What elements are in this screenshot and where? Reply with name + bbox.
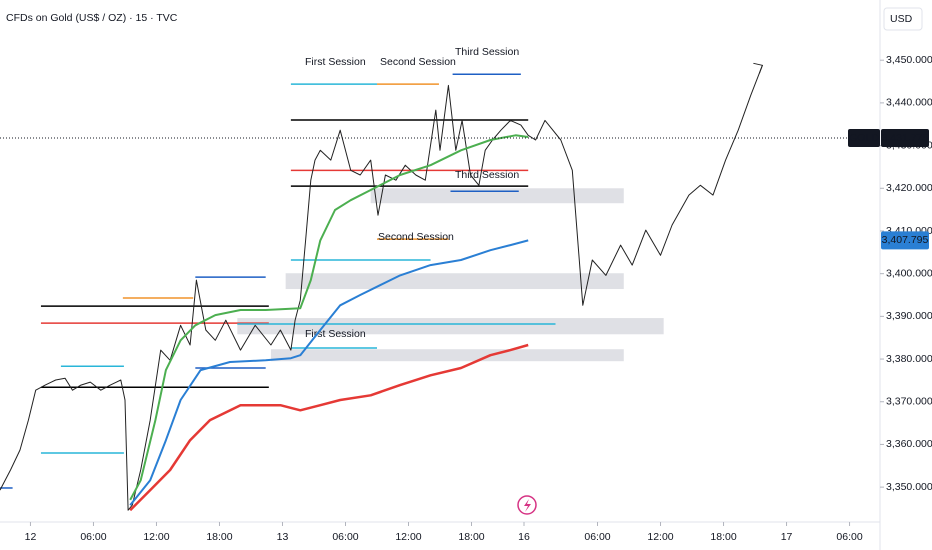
x-tick-label: 18:00 [206,531,232,543]
price-line [129,134,529,501]
y-tick-label: 3,360.000 [886,438,932,450]
y-tick-label: 3,350.000 [886,481,932,493]
icon-bolt[interactable] [524,499,531,512]
annotation: Second Session [378,231,454,243]
annotation: Third Session [455,169,519,181]
x-tick-label: 18:00 [710,531,736,543]
zone [285,273,624,290]
price-label: 3,431.775 [882,132,929,144]
annotation: Second Session [380,56,456,68]
y-tick-label: 3,390.000 [886,310,932,322]
x-tick-label: 16 [518,531,530,543]
price-tag [881,231,929,250]
x-tick-label: 06:00 [80,531,106,543]
x-tick-label: 17 [781,531,793,543]
zone [237,318,664,335]
arrow-head [753,62,764,74]
annotation: First Session [305,56,366,68]
y-tick-label: 3,450.000 [886,54,932,66]
currency-button[interactable] [883,7,923,31]
x-tick-label: 06:00 [332,531,358,543]
chart-title: CFDs on Gold (US$ / OZ) · 15 · TVC [6,12,178,24]
y-tick-label: 3,440.000 [886,97,932,109]
price-line [129,239,529,506]
x-tick-label: 12:00 [143,531,169,543]
symbol-tag [848,129,880,148]
x-tick-label: 12 [25,531,37,543]
annotation: Third Session [455,46,519,58]
lightning-icon[interactable] [517,495,537,515]
price-label: 3,407.795 [882,234,929,246]
y-tick-label: 3,400.000 [886,267,932,279]
y-tick-label: 3,420.000 [886,182,932,194]
x-tick-label: 12:00 [395,531,421,543]
x-tick-label: 13 [277,531,289,543]
x-tick-label: 12:00 [647,531,673,543]
x-tick-label: 06:00 [836,531,862,543]
x-tick-label: 18:00 [458,531,484,543]
zone [370,188,624,204]
x-tick-label: 06:00 [584,531,610,543]
currency[interactable]: USD [890,13,913,25]
price-tag [881,129,929,148]
price-line [129,343,529,512]
y-tick-label: 3,380.000 [886,353,932,365]
zone [270,349,624,362]
symbol-label: GOLD [849,132,879,144]
price-line [0,65,763,511]
y-tick-label: 3,370.000 [886,396,932,408]
